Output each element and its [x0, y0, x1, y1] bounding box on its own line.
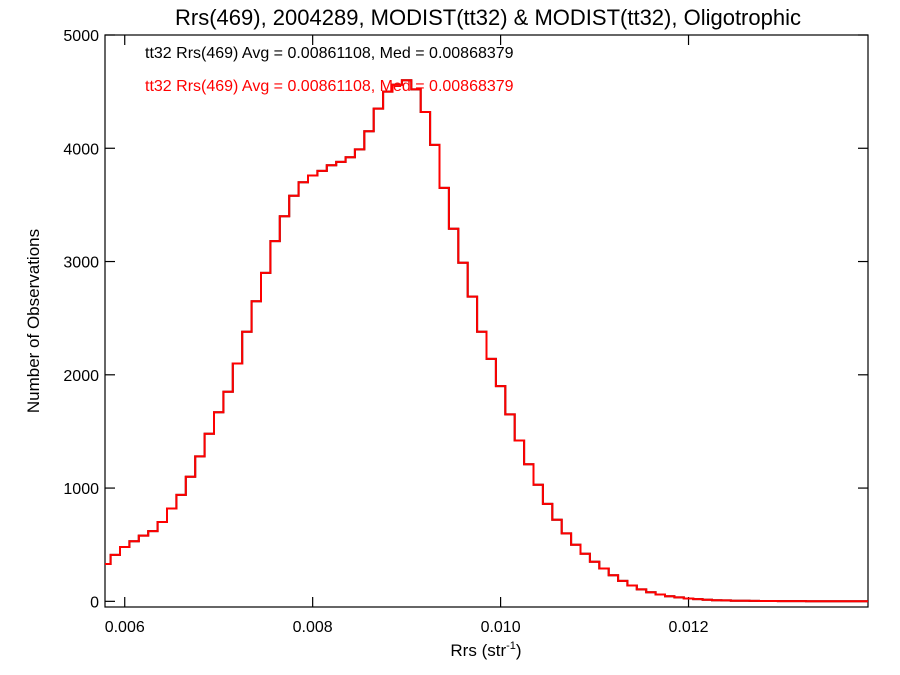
x-tick-label: 0.010 — [481, 619, 521, 636]
x-axis-label-text: Rrs (str — [450, 641, 506, 660]
chart-title: Rrs(469), 2004289, MODIST(tt32) & MODIST… — [175, 5, 801, 30]
x-axis-ticks: 0.006 0.008 0.010 0.012 — [105, 35, 709, 636]
series-line-1 — [105, 79, 868, 603]
x-tick-label: 0.008 — [293, 619, 333, 636]
y-tick-label: 1000 — [63, 481, 99, 498]
y-tick-label: 5000 — [63, 28, 99, 45]
y-axis-label: Number of Observations — [24, 229, 43, 413]
x-axis-label-close: ) — [516, 641, 522, 660]
y-tick-label: 3000 — [63, 255, 99, 272]
x-tick-label: 0.012 — [669, 619, 709, 636]
legend-entry-black: tt32 Rrs(469) Avg = 0.00861108, Med = 0.… — [145, 45, 514, 62]
plot-frame — [104, 34, 869, 608]
series-layer — [105, 79, 868, 603]
y-tick-label: 0 — [90, 594, 99, 611]
x-axis-label: Rrs (str-1) — [450, 640, 521, 660]
x-tick-label: 0.006 — [105, 619, 145, 636]
y-tick-label: 4000 — [63, 141, 99, 158]
y-tick-label: 2000 — [63, 368, 99, 385]
x-axis-label-superscript: -1 — [506, 640, 516, 652]
y-axis-ticks: 0 1000 2000 3000 4000 5000 — [63, 28, 868, 611]
legend-entry-red: tt32 Rrs(469) Avg = 0.00861108, Med = 0.… — [145, 78, 514, 95]
